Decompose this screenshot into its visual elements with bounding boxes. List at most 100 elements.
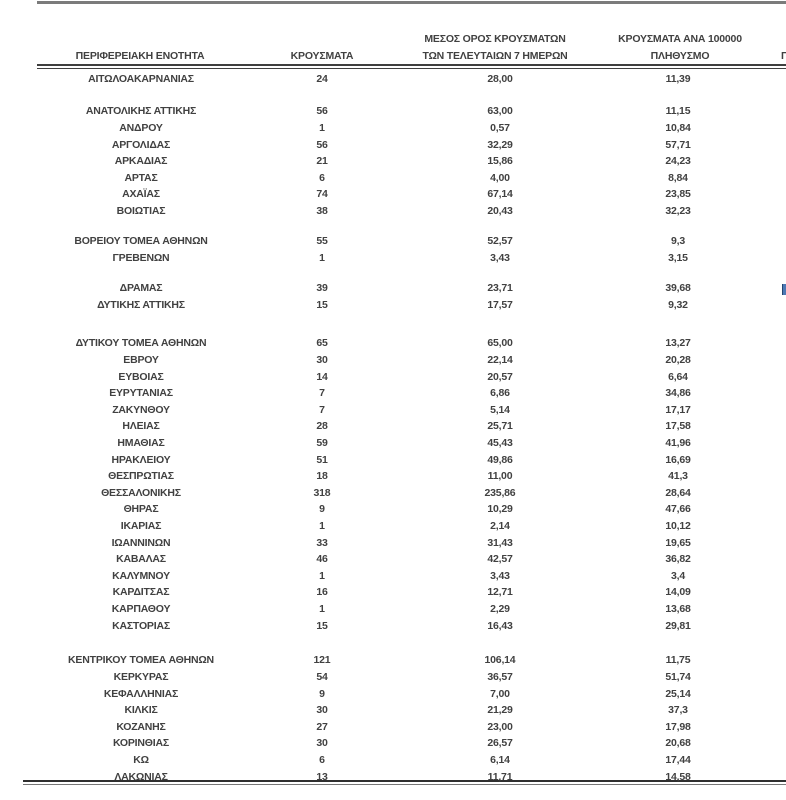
per-100k-cell: 29,81 <box>665 619 691 632</box>
per-100k-cell: 11,15 <box>665 105 691 118</box>
per-100k-cell: 20,68 <box>665 737 691 750</box>
region-name-cell: ΚΑΡΠΑΘΟΥ <box>111 603 171 616</box>
region-name-cell: ΑΙΤΩΛΟΑΚΑΡΝΑΝΙΑΣ <box>88 73 194 86</box>
region-name-cell: ΑΝΑΤΟΛΙΚΗΣ ΑΤΤΙΚΗΣ <box>85 105 197 118</box>
table-row: ΚΟΖΑΝΗΣ 27 23,00 17,98 <box>37 718 786 735</box>
cases-cell: 51 <box>316 453 328 466</box>
region-name-cell: ΑΧΑΪΑΣ <box>122 188 160 201</box>
header-per-100k-line1: ΚΡΟΥΣΜΑΤΑ ΑΝΑ 100000 <box>618 33 742 45</box>
cases-cell: 39 <box>316 282 328 295</box>
avg-7day-cell: 26,57 <box>487 737 513 750</box>
table-section: ΚΕΝΤΡΙΚΟΥ ΤΟΜΕΑ ΑΘΗΝΩΝ 121 106,14 11,75 ΚΕΡΚ… <box>37 652 786 785</box>
table-row: ΑΧΑΪΑΣ 74 67,14 23,85 <box>37 186 786 203</box>
per-100k-cell: 19,65 <box>665 536 691 549</box>
per-100k-cell: 17,98 <box>665 720 691 733</box>
avg-7day-cell: 20,57 <box>487 370 513 383</box>
per-100k-cell: 39,68 <box>665 282 691 295</box>
table-section: ΑΝΑΤΟΛΙΚΗΣ ΑΤΤΙΚΗΣ 56 63,00 11,15 ΑΝΔΡΟΥ 1 0,5… <box>37 103 786 219</box>
cases-cell: 6 <box>319 753 325 766</box>
region-name-cell: ΔΡΑΜΑΣ <box>119 282 163 295</box>
per-100k-cell: 11,39 <box>665 73 691 86</box>
table-row: ΗΛΕΙΑΣ 28 25,71 17,58 <box>37 418 786 435</box>
header-underline-rule <box>37 64 786 69</box>
cases-cell: 1 <box>319 569 325 582</box>
per-100k-cell: 14,09 <box>665 586 691 599</box>
table-row: ΗΡΑΚΛΕΙΟΥ 51 49,86 16,69 <box>37 451 786 468</box>
region-name-cell: ΑΡΚΑΔΙΑΣ <box>114 155 168 168</box>
per-100k-cell: 13,27 <box>665 337 691 350</box>
region-name-cell: ΘΗΡΑΣ <box>123 503 159 516</box>
per-100k-cell: 25,14 <box>665 687 691 700</box>
per-100k-cell: 41,96 <box>665 436 691 449</box>
region-name-cell: ΚΑΒΑΛΑΣ <box>116 553 166 566</box>
per-100k-cell: 3,4 <box>671 569 685 582</box>
region-name-cell: ΗΜΑΘΙΑΣ <box>117 436 165 449</box>
table-row: ΔΥΤΙΚΟΥ ΤΟΜΕΑ ΑΘΗΝΩΝ 65 65,00 13,27 <box>37 335 786 352</box>
region-name-cell: ΘΕΣΣΑΛΟΝΙΚΗΣ <box>101 486 181 499</box>
table-row: ΗΜΑΘΙΑΣ 59 45,43 41,96 <box>37 435 786 452</box>
cases-cell: 16 <box>316 586 328 599</box>
per-100k-cell: 36,82 <box>665 553 691 566</box>
header-cases: ΚΡΟΥΣΜΑΤΑ <box>290 50 354 62</box>
per-100k-cell: 32,23 <box>665 204 691 217</box>
cases-cell: 1 <box>319 520 325 532</box>
table-row: ΚΑΛΥΜΝΟΥ 1 3,43 3,4 <box>37 568 786 585</box>
region-name-cell: ΕΥΡΥΤΑΝΙΑΣ <box>109 387 173 400</box>
clipped-blue-fragment <box>782 284 786 295</box>
region-name-cell: ΚΩ <box>133 753 149 766</box>
region-name-cell: ΕΒΡΟΥ <box>123 353 159 366</box>
per-100k-cell: 57,71 <box>665 138 691 151</box>
region-name-cell: ΓΡΕΒΕΝΩΝ <box>112 251 170 264</box>
avg-7day-cell: 52,57 <box>487 235 513 248</box>
cases-cell: 6 <box>319 171 325 184</box>
cases-cell: 121 <box>313 654 331 667</box>
region-name-cell: ΗΛΕΙΑΣ <box>122 420 160 433</box>
per-100k-cell: 34,86 <box>665 387 691 400</box>
avg-7day-cell: 7,00 <box>490 687 510 700</box>
table-row: ΙΩΑΝΝΙΝΩΝ 33 31,43 19,65 <box>37 534 786 551</box>
cases-cell: 18 <box>316 470 328 483</box>
cases-cell: 27 <box>316 720 328 733</box>
cases-cell: 59 <box>316 436 328 449</box>
region-name-cell: ΑΡΓΟΛΙΔΑΣ <box>111 138 171 151</box>
region-name-cell: ΙΩΑΝΝΙΝΩΝ <box>111 536 171 549</box>
table-row: ΑΡΓΟΛΙΔΑΣ 56 32,29 57,71 <box>37 136 786 153</box>
avg-7day-cell: 31,43 <box>487 536 513 549</box>
avg-7day-cell: 36,57 <box>487 670 513 683</box>
avg-7day-cell: 17,57 <box>487 298 513 311</box>
avg-7day-cell: 65,00 <box>487 337 513 350</box>
avg-7day-cell: 20,43 <box>487 204 513 217</box>
cases-cell: 24 <box>316 73 328 86</box>
region-name-cell: ΛΑΚΩΝΙΑΣ <box>114 770 168 783</box>
cases-cell: 1 <box>319 121 325 134</box>
avg-7day-cell: 3,43 <box>490 251 510 264</box>
per-100k-cell: 47,66 <box>665 503 691 516</box>
per-100k-cell: 17,58 <box>665 420 691 433</box>
per-100k-cell: 11,75 <box>665 654 691 667</box>
table-row: ΘΕΣΠΡΩΤΙΑΣ 18 11,00 41,3 <box>37 468 786 485</box>
per-100k-cell: 24,23 <box>665 155 691 168</box>
table-row: ΚΑΡΔΙΤΣΑΣ 16 12,71 14,09 <box>37 584 786 601</box>
per-100k-cell: 20,28 <box>665 353 691 366</box>
region-name-cell: ΚΙΛΚΙΣ <box>124 704 158 717</box>
avg-7day-cell: 5,14 <box>490 403 510 416</box>
cases-cell: 15 <box>316 619 328 632</box>
avg-7day-cell: 10,29 <box>487 503 513 516</box>
header-per-100k: ΚΡΟΥΣΜΑΤΑ ΑΝΑ 100000 ΠΛΗΘΥΣΜΟ <box>595 31 765 64</box>
table-row: ΚΕΝΤΡΙΚΟΥ ΤΟΜΕΑ ΑΘΗΝΩΝ 121 106,14 11,75 <box>37 652 786 669</box>
table-row: ΙΚΑΡΙΑΣ 1 2,14 10,12 <box>37 518 786 535</box>
per-100k-cell: 9,32 <box>668 298 688 311</box>
avg-7day-cell: 2,29 <box>490 603 510 616</box>
region-name-cell: ΖΑΚΥΝΘΟΥ <box>112 403 170 416</box>
per-100k-cell: 28,64 <box>665 486 691 499</box>
cases-cell: 1 <box>319 251 325 264</box>
avg-7day-cell: 25,71 <box>487 420 513 433</box>
region-name-cell: ΚΟΖΑΝΗΣ <box>116 720 166 733</box>
region-name-cell: ΑΡΤΑΣ <box>124 171 158 184</box>
per-100k-cell: 13,68 <box>665 603 691 616</box>
per-100k-cell: 14,58 <box>665 770 691 783</box>
cases-cell: 14 <box>316 370 328 383</box>
region-name-cell: ΚΕΡΚΥΡΑΣ <box>113 670 169 683</box>
avg-7day-cell: 42,57 <box>487 553 513 566</box>
avg-7day-cell: 3,43 <box>490 569 510 582</box>
